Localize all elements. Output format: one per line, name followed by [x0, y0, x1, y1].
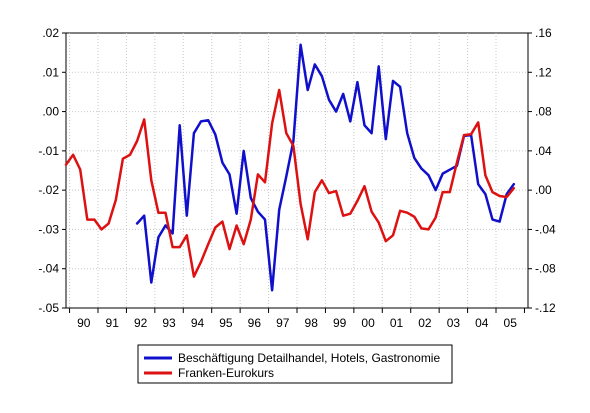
left-tick-label: .01 [42, 65, 59, 79]
x-tick-label: 93 [162, 316, 176, 330]
x-tick-label: 90 [77, 316, 91, 330]
right-tick-label: -.08 [535, 262, 556, 276]
right-tick-label: -.04 [535, 222, 556, 236]
series-lines [64, 43, 516, 292]
left-tick-label: -.04 [38, 262, 59, 276]
series-exchange-rate-line [64, 88, 516, 278]
left-tick-label: -.05 [38, 301, 59, 315]
left-tick-label: .02 [42, 26, 59, 40]
right-tick-label: .08 [535, 105, 552, 119]
x-tick-label: 04 [475, 316, 489, 330]
legend-box [137, 344, 453, 384]
x-tick-label: 92 [134, 316, 148, 330]
legend-label-employment: Beschäftigung Detailhandel, Hotels, Gast… [178, 351, 440, 365]
x-tick-label: 99 [333, 316, 347, 330]
right-axis: .16 .12 .08 .04 .00 -.04 -.08 -.12 [528, 26, 556, 315]
x-tick-label: 01 [390, 316, 404, 330]
x-tick-label: 05 [504, 316, 518, 330]
right-tick-label: .12 [535, 65, 552, 79]
right-tick-label: -.12 [535, 301, 556, 315]
right-tick-label: .04 [535, 144, 552, 158]
legend: Beschäftigung Detailhandel, Hotels, Gast… [137, 344, 453, 384]
left-tick-label: .00 [42, 105, 59, 119]
x-axis: 90 91 92 93 94 95 96 97 98 99 00 01 02 03 04 05 [69, 308, 525, 330]
x-tick-label: 97 [276, 316, 290, 330]
x-tick-label: 02 [418, 316, 432, 330]
left-tick-label: -.03 [38, 222, 59, 236]
x-tick-label: 03 [447, 316, 461, 330]
x-tick-label: 91 [106, 316, 120, 330]
legend-label-exchange-rate: Franken-Eurokurs [178, 366, 274, 380]
left-axis: .02 .01 .00 -.01 -.02 -.03 -.04 -.05 [38, 26, 66, 315]
x-tick-label: 00 [361, 316, 375, 330]
x-tick-label: 96 [248, 316, 262, 330]
series-employment-line [135, 43, 516, 292]
x-tick-label: 98 [305, 316, 319, 330]
left-tick-label: -.01 [38, 144, 59, 158]
right-tick-label: .16 [535, 26, 552, 40]
left-tick-label: -.02 [38, 183, 59, 197]
x-tick-label: 95 [219, 316, 233, 330]
x-tick-label: 94 [191, 316, 205, 330]
right-tick-label: .00 [535, 183, 552, 197]
